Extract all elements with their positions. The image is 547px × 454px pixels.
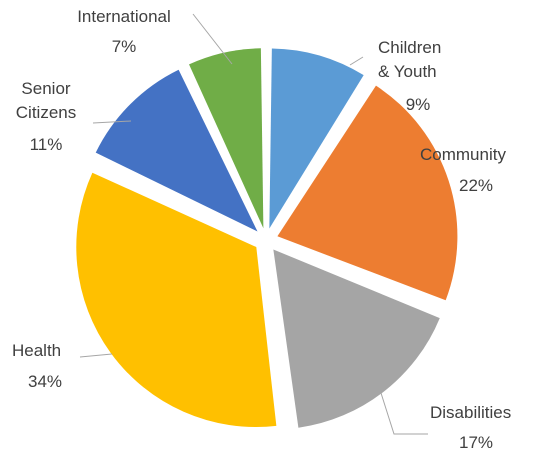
pie-slice-community — [277, 85, 458, 301]
slice-percent-community: 22% — [459, 176, 493, 195]
slice-label-senior-citizens-line-1: Senior — [21, 79, 70, 98]
slice-label-health: Health — [12, 341, 61, 360]
slice-label-community: Community — [420, 145, 506, 164]
slice-label-children-youth-line-1: Children — [378, 38, 441, 57]
slice-percent-health: 34% — [28, 372, 62, 391]
leader-line-children-youth — [349, 56, 364, 66]
leader-line-health — [79, 353, 113, 358]
slice-label-children-youth-line-2: & Youth — [378, 62, 437, 81]
slice-percent-children-youth: 9% — [406, 95, 431, 114]
leader-line-disabilities — [380, 392, 428, 435]
pie-slice-international — [189, 48, 264, 229]
slice-percent-international: 7% — [112, 37, 137, 56]
slice-label-disabilities: Disabilities — [430, 403, 511, 422]
leader-line-international — [192, 13, 233, 65]
slice-percent-senior-citizens: 11% — [30, 135, 63, 154]
pie-slice-health — [76, 172, 277, 428]
leader-line-senior-citizens — [92, 120, 132, 124]
slice-percent-disabilities: 17% — [459, 433, 493, 452]
pie-slice-disabilities — [273, 249, 440, 428]
pie-slice-senior-citizens — [95, 69, 258, 232]
slice-label-international: International — [77, 7, 171, 26]
pie-slice-children-youth — [269, 48, 364, 229]
slice-label-senior-citizens-line-2: Citizens — [16, 103, 76, 122]
